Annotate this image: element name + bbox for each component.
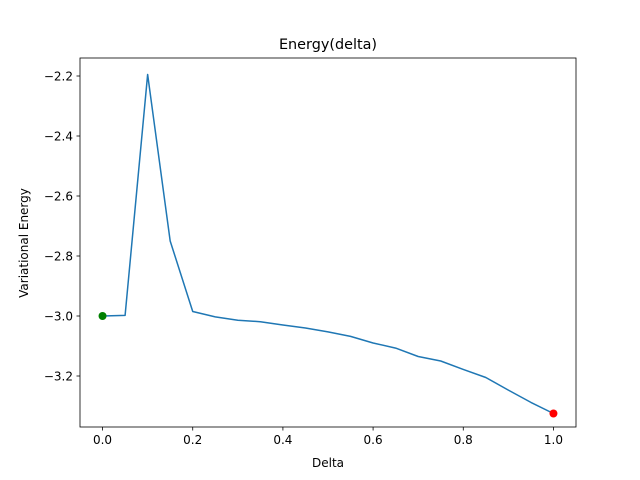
series-line-0: [102, 73, 554, 415]
y-tick-label: −2.8: [44, 250, 73, 264]
y-tick-label: −2.6: [44, 190, 73, 204]
x-tick-label: 0.6: [364, 433, 383, 447]
x-tick-label: 1.0: [544, 433, 563, 447]
start-marker: [98, 312, 107, 320]
y-tick-label: −3.2: [44, 370, 73, 384]
y-tick-label: −2.4: [44, 130, 73, 144]
y-axis-label: Variational Energy: [17, 188, 31, 298]
axes-frame: [79, 57, 577, 428]
x-tick-label: 0.8: [454, 433, 473, 447]
x-tick-label: 0.4: [273, 433, 292, 447]
y-tick-label: −3.0: [44, 310, 73, 324]
y-tick-label: −2.2: [44, 70, 73, 84]
x-axis-label: Delta: [312, 456, 344, 470]
x-tick-label: 0.2: [183, 433, 202, 447]
x-tick-label: 0.0: [93, 433, 112, 447]
chart-title: Energy(delta): [279, 37, 377, 53]
end-marker: [549, 409, 558, 418]
plot-area: 0.0 0.2 0.4 0.6 0.8 1.0 −3.2 −3.0 −2.8 −2.6 −2.4 −2…: [44, 57, 577, 447]
